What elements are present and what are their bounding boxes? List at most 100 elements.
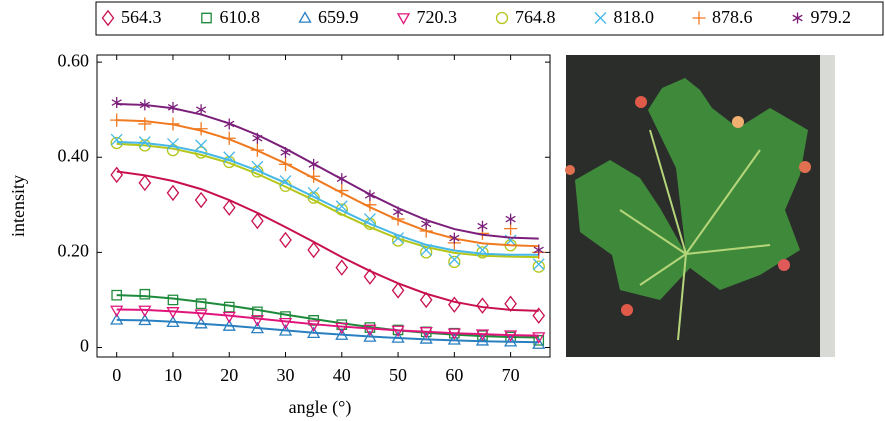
marker — [419, 327, 433, 339]
marker — [138, 174, 152, 192]
y-tick-label: 0 — [80, 336, 89, 356]
marker — [477, 220, 488, 232]
legend-label: 818.0 — [614, 7, 655, 27]
marker-dot — [778, 259, 790, 271]
marker-dot — [565, 165, 575, 175]
marker — [475, 334, 490, 346]
marker — [167, 137, 179, 150]
marker-dot — [799, 161, 811, 173]
marker — [364, 189, 376, 201]
marker — [222, 311, 236, 324]
marker — [476, 246, 489, 259]
marker — [110, 113, 124, 127]
photo-edge — [820, 55, 835, 357]
y-tick-label: 0.60 — [58, 50, 90, 70]
x-tick-label: 10 — [164, 365, 182, 385]
marker — [279, 231, 292, 249]
marker — [138, 313, 152, 326]
marker — [449, 232, 460, 244]
marker — [503, 334, 518, 347]
marker — [110, 166, 124, 184]
marker — [391, 234, 405, 247]
legend-label: 764.8 — [515, 7, 556, 27]
marker — [138, 136, 151, 148]
marker — [532, 332, 546, 344]
marker — [532, 337, 546, 349]
marker — [307, 169, 321, 183]
leaf-veins — [619, 129, 771, 341]
plot-frame — [96, 54, 551, 358]
marker — [166, 117, 180, 131]
leaf-photo — [565, 55, 835, 357]
fit-line — [116, 102, 539, 240]
marker — [475, 329, 490, 341]
marker — [139, 288, 151, 300]
leaf — [575, 78, 808, 300]
marker — [392, 232, 405, 245]
marker — [250, 321, 264, 334]
marker — [447, 333, 461, 345]
y-axis-label: intensity — [8, 175, 28, 237]
marker — [195, 139, 208, 152]
marker — [195, 104, 207, 116]
marker — [194, 191, 208, 209]
marker — [223, 151, 236, 164]
marker — [166, 307, 180, 319]
marker — [278, 317, 293, 330]
marker — [448, 253, 461, 266]
marker — [250, 315, 264, 327]
marker — [194, 122, 208, 136]
marker — [251, 160, 264, 173]
fit-line — [116, 119, 539, 248]
marker — [166, 315, 180, 328]
marker — [250, 143, 264, 157]
marker — [392, 206, 404, 218]
marker — [420, 244, 433, 256]
marker — [505, 213, 516, 225]
marker — [278, 324, 293, 336]
marker — [420, 246, 433, 259]
marker — [307, 241, 320, 259]
legend-marker — [396, 13, 411, 25]
marker — [532, 260, 545, 273]
marker — [504, 295, 517, 312]
fit-line — [116, 294, 539, 339]
legend-box — [95, 1, 884, 36]
marker — [111, 289, 123, 301]
marker — [110, 305, 124, 318]
marker — [110, 133, 123, 146]
marker — [448, 296, 461, 313]
marker — [307, 326, 321, 338]
legend-label: 610.8 — [220, 7, 261, 27]
marker — [279, 175, 292, 187]
marker — [419, 332, 433, 344]
marker — [308, 158, 319, 170]
marker — [222, 199, 236, 216]
x-tick-label: 60 — [445, 365, 463, 385]
marker — [363, 268, 377, 285]
marker — [307, 186, 320, 199]
legend-marker — [792, 12, 803, 24]
marker-dot — [635, 96, 647, 108]
fit-line — [116, 142, 539, 259]
marker — [307, 320, 321, 332]
legend-marker — [101, 9, 115, 27]
x-tick-label: 20 — [220, 365, 238, 385]
marker — [194, 309, 208, 322]
marker — [194, 316, 208, 329]
marker — [222, 131, 236, 145]
marker — [392, 324, 404, 336]
marker — [391, 325, 405, 338]
marker — [224, 118, 235, 130]
legend-marker — [298, 11, 312, 23]
legend-marker — [201, 12, 212, 24]
fit-line — [116, 318, 539, 344]
marker — [476, 297, 489, 314]
marker — [391, 282, 405, 299]
marker — [223, 301, 235, 313]
legend-label: 979.2 — [811, 7, 852, 27]
marker — [166, 184, 180, 202]
marker — [335, 322, 349, 335]
x-tick-label: 30 — [277, 365, 295, 385]
